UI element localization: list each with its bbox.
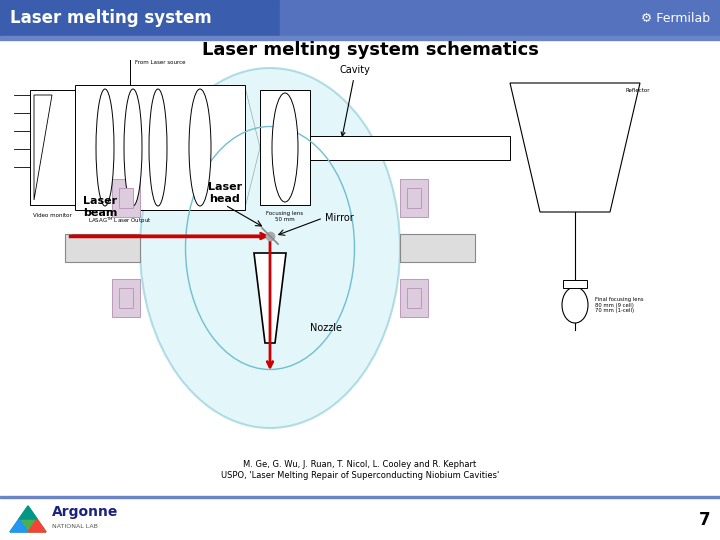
Text: Video monitor: Video monitor — [33, 213, 72, 218]
Text: NATIONAL LAB: NATIONAL LAB — [52, 523, 98, 529]
Text: From Laser source: From Laser source — [135, 60, 186, 65]
Text: Final focusing lens
80 mm (9 cell)
70 mm (1-cell): Final focusing lens 80 mm (9 cell) 70 mm… — [595, 296, 644, 313]
Polygon shape — [10, 519, 28, 532]
Bar — [407, 188, 421, 208]
Text: LASAG$^{\rm TM}$ Laser Output: LASAG$^{\rm TM}$ Laser Output — [88, 216, 152, 226]
Bar — [400, 234, 475, 262]
Bar — [119, 188, 133, 208]
Bar — [112, 279, 140, 317]
Bar — [65, 234, 140, 262]
Bar — [407, 288, 421, 308]
Bar — [400, 279, 428, 317]
Ellipse shape — [189, 89, 211, 206]
Polygon shape — [34, 95, 52, 200]
Bar — [0, 496, 720, 498]
Bar — [112, 179, 140, 217]
Text: Focusing lens
50 mm: Focusing lens 50 mm — [266, 211, 304, 222]
Text: ⚙ Fermilab: ⚙ Fermilab — [641, 11, 710, 24]
Polygon shape — [28, 519, 46, 532]
Polygon shape — [10, 506, 46, 532]
Polygon shape — [510, 83, 640, 212]
Text: Laser
beam: Laser beam — [83, 197, 117, 218]
Ellipse shape — [272, 93, 298, 202]
Text: Mirror: Mirror — [325, 213, 354, 223]
Text: Laser melting system: Laser melting system — [10, 9, 212, 27]
Polygon shape — [254, 253, 286, 343]
Ellipse shape — [96, 89, 114, 206]
Text: Laser melting system schematics: Laser melting system schematics — [202, 41, 539, 59]
Ellipse shape — [140, 68, 400, 428]
Polygon shape — [19, 506, 37, 519]
Text: Reflector: Reflector — [625, 87, 649, 92]
Bar — [75, 85, 245, 210]
Ellipse shape — [149, 89, 167, 206]
Text: Laser
head: Laser head — [208, 182, 242, 204]
Bar — [260, 90, 310, 205]
Bar — [0, 36, 720, 40]
Text: M. Ge, G. Wu, J. Ruan, T. Nicol, L. Cooley and R. Kephart
USPO, 'Laser Melting R: M. Ge, G. Wu, J. Ruan, T. Nicol, L. Cool… — [221, 460, 499, 480]
Text: Argonne: Argonne — [52, 505, 118, 519]
Bar — [0, 0, 720, 36]
Bar — [555, 290, 595, 320]
Ellipse shape — [124, 89, 142, 206]
Bar — [30, 90, 75, 205]
Bar — [563, 280, 587, 288]
Ellipse shape — [562, 287, 588, 323]
Bar — [310, 136, 510, 159]
Bar — [119, 288, 133, 308]
Bar — [400, 179, 428, 217]
Text: Cavity: Cavity — [340, 65, 371, 136]
Text: 7: 7 — [698, 511, 710, 529]
Bar — [280, 0, 720, 36]
Text: Nozzle: Nozzle — [310, 323, 342, 333]
